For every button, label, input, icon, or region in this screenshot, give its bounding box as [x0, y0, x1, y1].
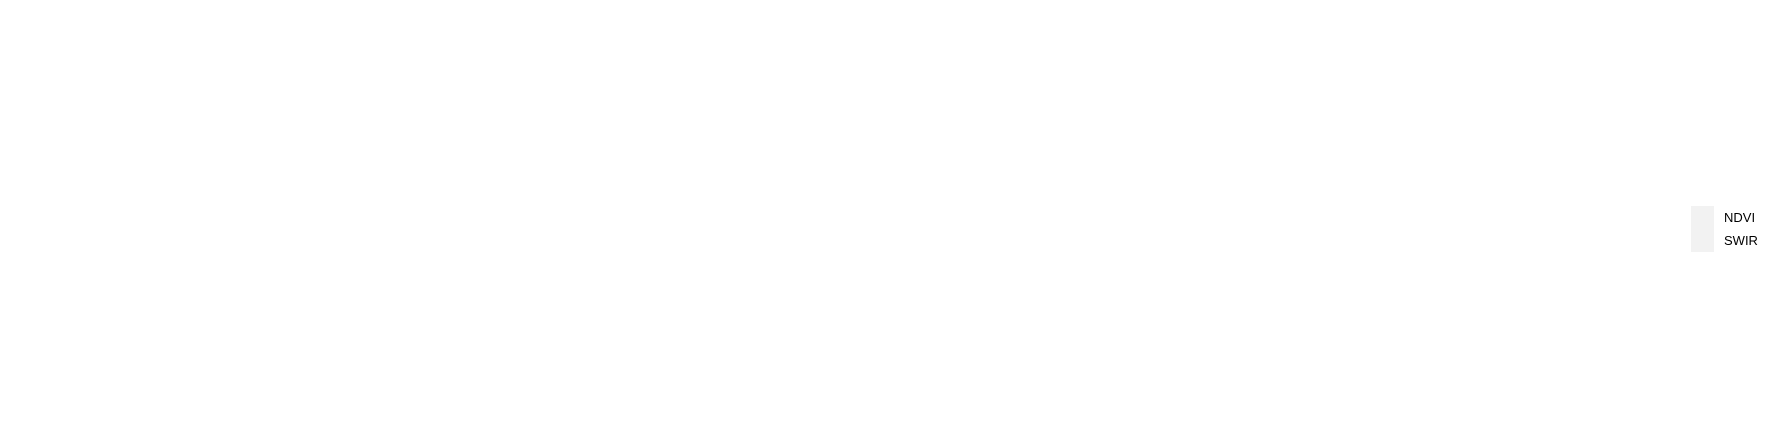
- legend-entry-swir: SWIR: [1691, 229, 1758, 252]
- legend-key-ndvi-icon: [1691, 206, 1714, 229]
- legend-label-ndvi: NDVI: [1724, 210, 1756, 225]
- legend-key-swir-icon: [1691, 229, 1714, 252]
- legend-label-swir: SWIR: [1724, 233, 1758, 248]
- legend-entry-ndvi: NDVI: [1691, 206, 1758, 229]
- legend: NDVI SWIR: [1691, 206, 1758, 252]
